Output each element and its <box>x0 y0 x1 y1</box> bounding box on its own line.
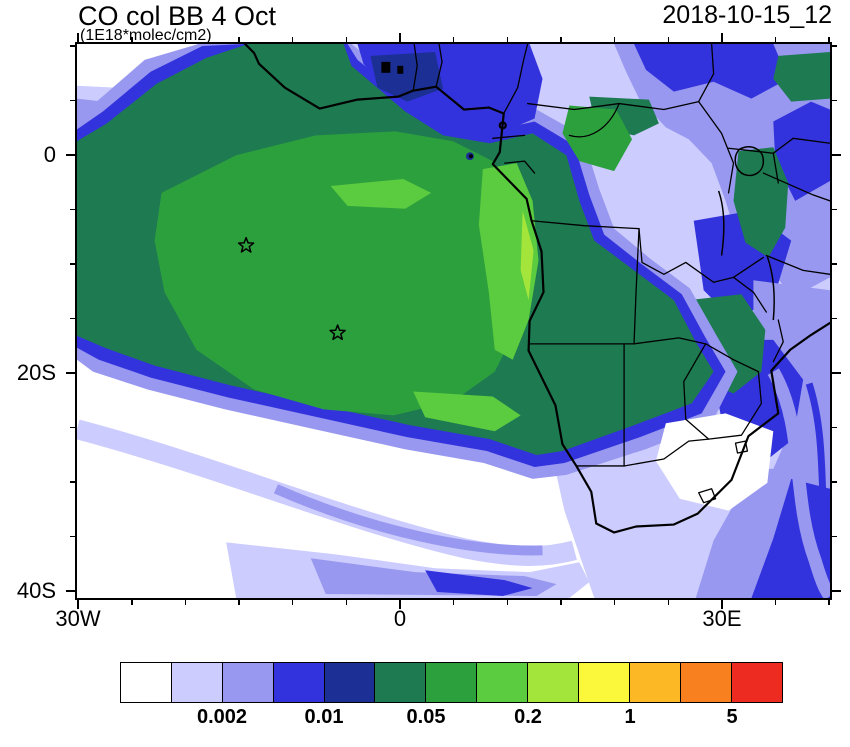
colorbar-tick-label: 0.01 <box>304 706 344 728</box>
map-frame <box>75 42 832 600</box>
axis-tick <box>667 37 669 42</box>
axis-tick <box>506 600 509 605</box>
axis-tick <box>721 33 723 42</box>
axis-tick <box>506 37 509 42</box>
africa-coastline <box>244 44 830 534</box>
plot-title: CO col BB 4 Oct <box>78 1 277 31</box>
colorbar-labels: 0.002 0.01 0.05 0.2 1 5 <box>120 706 783 730</box>
colorbar-tick-label: 0.002 <box>196 706 248 728</box>
colorbar-cell <box>527 662 580 703</box>
axis-tick <box>399 600 401 609</box>
axis-tick <box>70 535 75 538</box>
colorbar-cell <box>628 662 682 703</box>
axis-tick <box>832 590 841 592</box>
axis-tick <box>452 600 455 605</box>
axis-tick <box>345 37 348 42</box>
axis-tick <box>560 600 562 605</box>
axis-tick <box>667 600 669 605</box>
lake-malawi <box>766 256 775 321</box>
axis-tick <box>238 37 240 42</box>
colorbar-cell <box>578 662 631 703</box>
star-marker-1 <box>237 236 255 253</box>
country-borders-layer <box>412 44 830 504</box>
lakes-layer <box>717 146 775 321</box>
map-svg <box>77 44 830 598</box>
colorbar-cell <box>425 662 478 703</box>
axis-tick <box>70 208 75 211</box>
x-axis-label-30e: 30E <box>702 606 742 631</box>
y-axis-label-0: 0 <box>43 142 56 167</box>
axis-tick <box>832 372 841 374</box>
axis-tick <box>832 426 837 429</box>
axis-tick <box>70 481 75 483</box>
axis-tick <box>131 37 133 42</box>
coastline-layer <box>244 44 830 534</box>
axis-tick <box>184 37 187 42</box>
colorbar <box>120 662 784 703</box>
axis-tick <box>613 37 616 42</box>
colorbar-tick-label: 1 <box>624 706 636 728</box>
bioko-island <box>498 121 507 130</box>
axis-tick <box>399 33 401 42</box>
axis-tick <box>828 37 830 42</box>
axis-tick <box>66 590 75 592</box>
axis-tick <box>70 317 75 320</box>
axis-tick <box>832 45 837 47</box>
y-axis-label-40s: 40S <box>16 578 56 603</box>
axis-tick <box>613 600 616 605</box>
colorbar-cell <box>679 662 733 703</box>
axis-tick <box>832 481 837 483</box>
axis-tick <box>77 33 79 42</box>
colorbar-tick-label: 5 <box>726 706 738 728</box>
axis-tick <box>560 37 562 42</box>
axis-tick <box>66 372 75 374</box>
colorbar-cell <box>374 662 427 703</box>
y-axis-label-20s: 20S <box>16 360 56 385</box>
colorbar-cell <box>323 662 376 703</box>
x-axis-label-0: 0 <box>393 606 407 631</box>
axis-tick <box>832 317 837 320</box>
colorbar-tick-label: 0.05 <box>406 706 446 728</box>
axis-tick <box>774 600 777 605</box>
axis-tick <box>66 154 75 156</box>
axis-tick <box>238 600 240 605</box>
axis-tick <box>291 37 294 42</box>
axis-tick <box>291 600 294 605</box>
axis-tick <box>832 154 841 156</box>
plot-date-label: 2018-10-15_12 <box>662 1 832 29</box>
axis-tick <box>77 600 79 609</box>
colorbar-tick-label: 0.2 <box>514 706 542 728</box>
x-axis-label-30w: 30W <box>55 606 101 631</box>
axis-tick <box>832 99 837 102</box>
colorbar-cell <box>476 662 529 703</box>
axis-tick <box>70 426 75 429</box>
axis-tick <box>70 263 75 265</box>
fire-location-markers <box>237 236 346 341</box>
axis-tick <box>184 600 187 605</box>
axis-tick <box>70 45 75 47</box>
lake-victoria <box>734 146 765 177</box>
colorbar-cell <box>221 662 275 703</box>
contour-fill-layer <box>77 44 830 598</box>
colorbar-cell <box>272 662 326 703</box>
axis-tick <box>832 263 837 265</box>
axis-tick <box>721 600 723 609</box>
star-marker-2 <box>329 324 346 341</box>
axis-tick <box>828 600 830 605</box>
axis-tick <box>774 37 777 42</box>
plot-units-subtitle: (1E18*molec/cm2) <box>80 27 212 44</box>
axis-tick <box>345 600 348 605</box>
axis-tick <box>832 208 837 211</box>
colorbar-cell <box>170 662 224 703</box>
axis-tick <box>131 600 133 605</box>
lake-tanganyika <box>717 190 725 256</box>
axis-tick <box>452 37 455 42</box>
colorbar-cell <box>120 662 173 703</box>
axis-tick <box>70 99 75 102</box>
colorbar-cell <box>730 662 784 703</box>
axis-tick <box>832 535 837 538</box>
